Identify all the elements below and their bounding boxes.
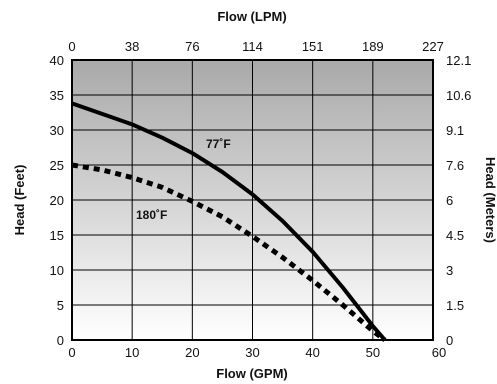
x-bottom-tick-label: 30	[245, 345, 259, 360]
series-line-77f	[71, 101, 387, 342]
y-left-tick-label: 25	[50, 158, 64, 173]
y-right-tick-label: 10.6	[446, 88, 471, 103]
series-lines	[71, 101, 387, 342]
x-bottom-tick-label: 0	[68, 345, 75, 360]
x-bottom-tick-label: 10	[125, 345, 139, 360]
series-line-180f	[71, 162, 387, 342]
series-label-77f: 77˚F	[206, 137, 231, 151]
y-right-tick-label: 3	[446, 263, 453, 278]
y-right-tick-label: 0	[446, 333, 453, 348]
x-top-tick-label: 189	[362, 39, 384, 54]
series-label-180f: 180˚F	[136, 208, 167, 222]
y-axis-right-title: Head (Meters)	[483, 157, 497, 243]
y-left-tick-label: 20	[50, 193, 64, 208]
x-bottom-tick-label: 60	[432, 345, 446, 360]
plot-frame	[71, 59, 434, 341]
x-top-tick-label: 0	[68, 39, 75, 54]
tick-labels: 0 10 20 30 40 50 600 38 76 114 151 189 2270510152025…	[50, 39, 472, 360]
y-left-tick-label: 5	[57, 298, 64, 313]
y-left-tick-label: 30	[50, 123, 64, 138]
x-bottom-tick-label: 50	[366, 345, 380, 360]
x-axis-bottom-title: Flow (GPM)	[216, 366, 288, 381]
x-top-tick-label: 38	[125, 39, 139, 54]
y-left-tick-label: 10	[50, 263, 64, 278]
y-left-tick-label: 35	[50, 88, 64, 103]
x-top-tick-label: 227	[422, 39, 444, 54]
y-left-tick-label: 0	[57, 333, 64, 348]
y-right-tick-label: 6	[446, 193, 453, 208]
y-right-tick-label: 4.5	[446, 228, 464, 243]
x-top-tick-label: 151	[302, 39, 324, 54]
x-bottom-tick-label: 40	[305, 345, 319, 360]
y-axis-left-title: Head (Feet)	[12, 165, 27, 236]
x-axis-top-title: Flow (LPM)	[217, 9, 286, 24]
y-right-tick-label: 9.1	[446, 123, 464, 138]
y-right-tick-label: 12.1	[446, 53, 471, 68]
y-right-tick-label: 7.6	[446, 158, 464, 173]
x-top-tick-label: 114	[242, 39, 263, 54]
x-bottom-tick-label: 20	[185, 345, 199, 360]
x-top-tick-label: 76	[185, 39, 199, 54]
y-left-tick-label: 15	[50, 228, 64, 243]
y-left-tick-label: 40	[50, 53, 64, 68]
y-right-tick-label: 1.5	[446, 298, 464, 313]
